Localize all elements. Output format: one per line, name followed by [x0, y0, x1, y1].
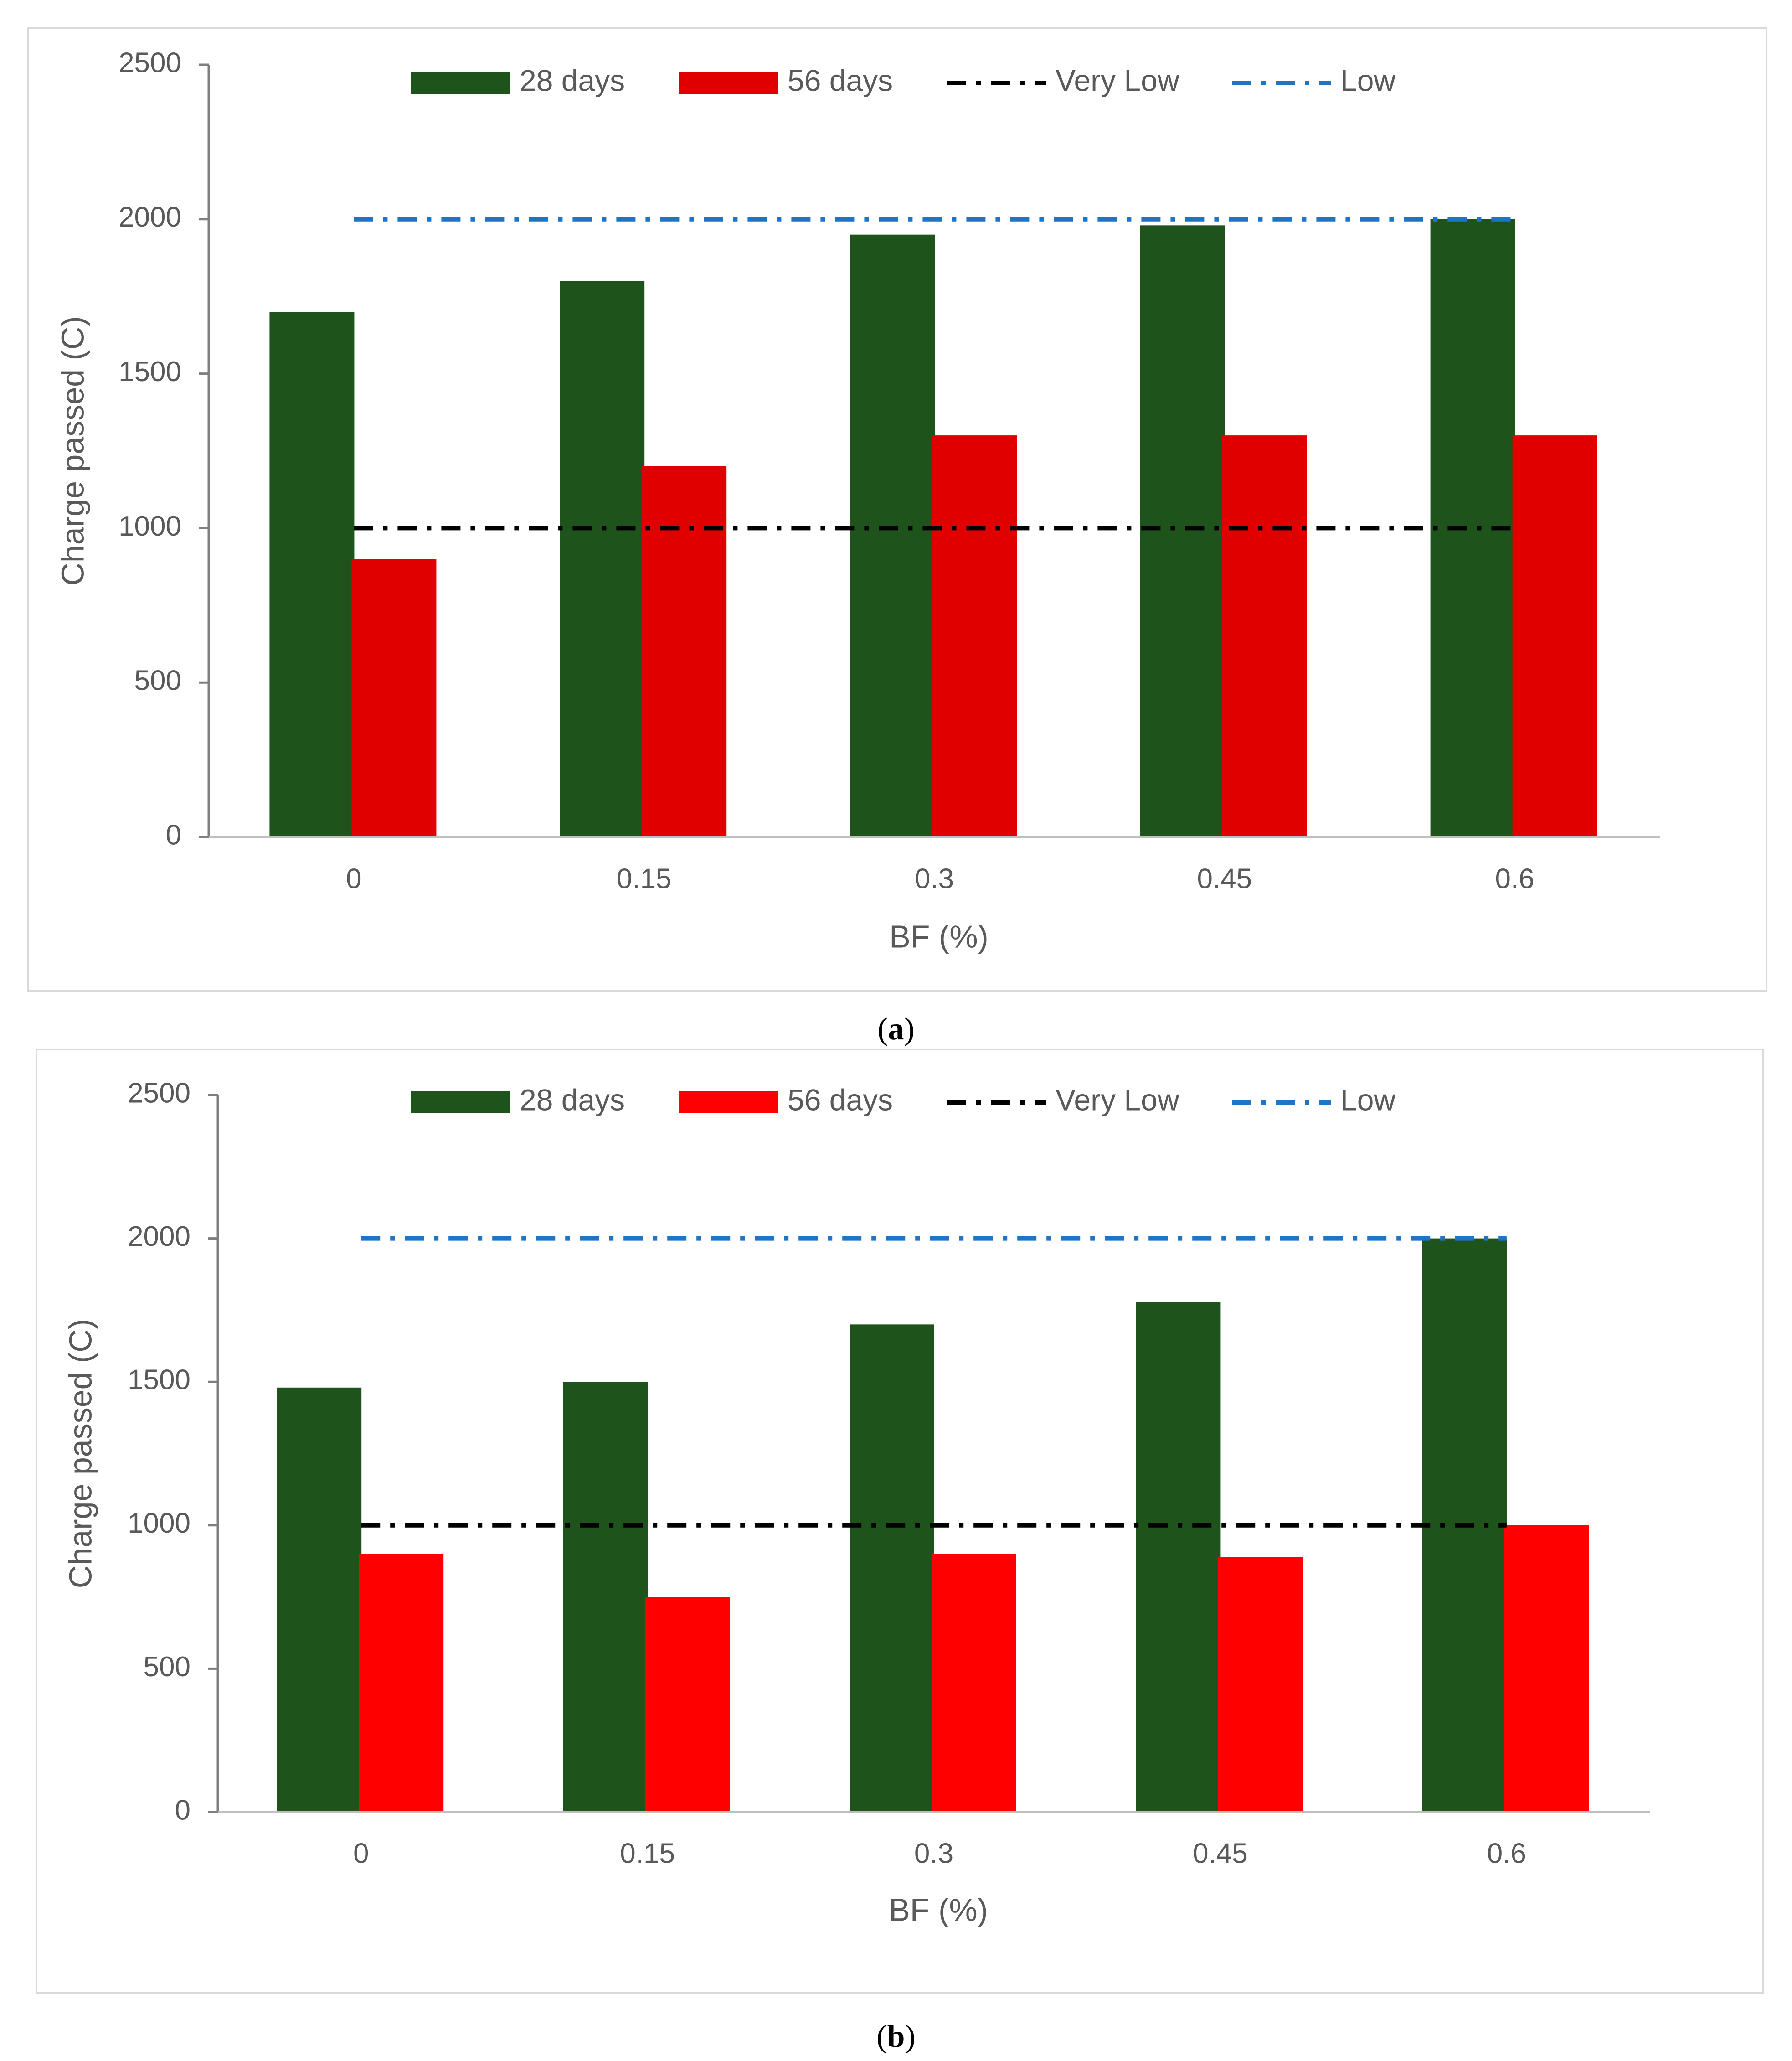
- bar-56days-0.15: [642, 466, 727, 837]
- x-tick-label: 0: [353, 1838, 369, 1869]
- y-tick-label: 2500: [128, 1077, 191, 1109]
- legend-swatch-28-days: [411, 72, 510, 94]
- bar-56days-0.3: [932, 1554, 1016, 1812]
- x-tick-label: 0.6: [1495, 863, 1534, 894]
- chart-frame: [36, 1049, 1764, 1994]
- series-56-days-bars: [359, 1525, 1589, 1812]
- legend-label: 28 days: [520, 1083, 625, 1116]
- bar-28days-0.15: [563, 1382, 648, 1812]
- x-tick-label: 0.6: [1487, 1838, 1526, 1869]
- x-tick-label: 0.45: [1193, 1838, 1248, 1869]
- legend-label: Low: [1340, 1083, 1395, 1116]
- y-tick-label: 1000: [128, 1508, 191, 1539]
- bar-56days-0.3: [932, 435, 1017, 837]
- legend-label: Very Low: [1056, 63, 1179, 97]
- y-tick-label: 2000: [128, 1221, 191, 1252]
- legend-label: 56 days: [788, 1083, 893, 1116]
- y-tick-label: 1500: [128, 1364, 191, 1396]
- panel-caption: (b): [876, 2019, 916, 2054]
- x-tick-label: 0.45: [1197, 863, 1252, 894]
- bar-56days-0: [359, 1554, 444, 1812]
- x-tick-label: 0.3: [915, 863, 954, 894]
- y-axis-title: Charge passed (C): [62, 1319, 98, 1588]
- legend: 28 days 56 days Very Low Low: [411, 1083, 1395, 1116]
- bar-56days-0: [351, 559, 437, 837]
- y-tick-label: 0: [166, 819, 181, 851]
- x-tick-label: 0.15: [617, 863, 672, 894]
- chart-panel-a: 0 500 1000 1500 2000 2500 0 0.15 0.3 0.45 0.6 Charg…: [27, 27, 1767, 992]
- x-tick-label: 0.15: [620, 1838, 675, 1869]
- legend-label: 56 days: [788, 63, 893, 97]
- bar-56days-0.6: [1504, 1525, 1589, 1812]
- y-tick-label: 2500: [118, 47, 181, 78]
- series-28-days-bars: [269, 219, 1515, 837]
- bar-56days-0.6: [1512, 435, 1597, 837]
- legend-swatch-56-days: [679, 1091, 778, 1113]
- bar-56days-0.15: [645, 1597, 730, 1812]
- bar-28days-0.45: [1140, 225, 1225, 837]
- y-tick-label: 2000: [118, 201, 181, 233]
- y-tick-label: 1500: [118, 356, 181, 387]
- bar-28days-0.3: [850, 234, 935, 837]
- legend-swatch-28-days: [411, 1091, 510, 1113]
- series-28-days-bars: [277, 1238, 1507, 1812]
- x-axis-title: BF (%): [889, 1892, 988, 1927]
- legend-label: Very Low: [1056, 1083, 1179, 1116]
- legend-label: Low: [1340, 63, 1395, 97]
- bar-56days-0.45: [1218, 1557, 1303, 1812]
- chart-panel-b: 0 500 1000 1500 2000 2500 0 0.15 0.3 0.45 0.6 Charg…: [36, 1049, 1764, 1994]
- panel-caption: (a): [877, 1012, 915, 1047]
- x-tick-label: 0.3: [914, 1838, 953, 1869]
- bar-56days-0.45: [1222, 435, 1307, 837]
- bar-28days-0: [277, 1387, 362, 1812]
- y-tick-label: 0: [175, 1794, 191, 1826]
- y-axis-title: Charge passed (C): [55, 316, 90, 585]
- bar-28days-0.45: [1136, 1302, 1221, 1812]
- chart-frame: [27, 27, 1767, 992]
- bar-28days-0.15: [560, 281, 645, 837]
- bar-28days-0.3: [850, 1324, 934, 1812]
- bar-28days-0: [269, 312, 355, 837]
- x-axis-title: BF (%): [889, 919, 989, 954]
- y-tick-label: 500: [134, 665, 181, 697]
- y-tick-label: 500: [144, 1651, 191, 1683]
- legend: 28 days 56 days Very Low Low: [411, 63, 1395, 97]
- legend-label: 28 days: [520, 63, 625, 97]
- x-tick-label: 0: [346, 863, 361, 894]
- legend-swatch-56-days: [679, 72, 778, 94]
- y-tick-label: 1000: [118, 511, 181, 542]
